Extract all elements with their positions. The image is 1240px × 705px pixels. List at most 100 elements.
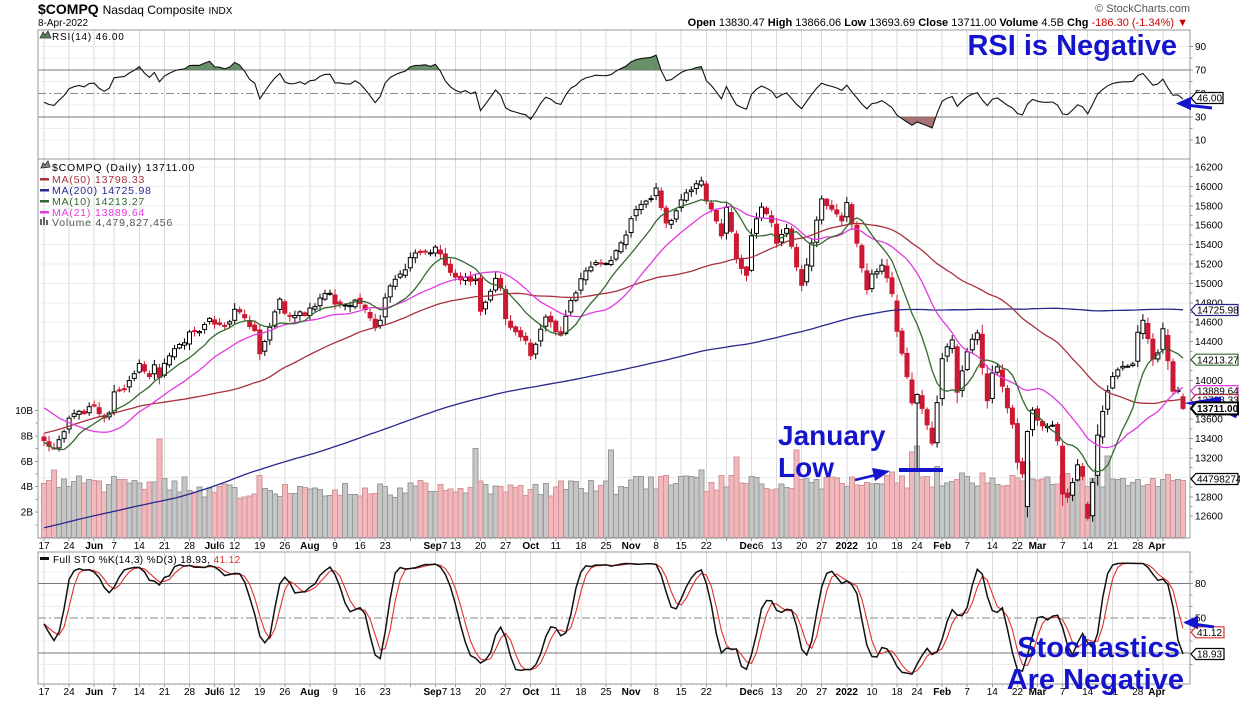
svg-text:13200: 13200 bbox=[1195, 454, 1223, 465]
svg-text:8B: 8B bbox=[21, 431, 34, 442]
svg-text:Apr: Apr bbox=[1148, 687, 1165, 698]
svg-text:RSI is Negative: RSI is Negative bbox=[967, 30, 1177, 62]
svg-text:11: 11 bbox=[551, 687, 562, 698]
svg-text:24: 24 bbox=[912, 541, 924, 552]
svg-text:13: 13 bbox=[450, 687, 462, 698]
svg-text:Volume 4,479,827,456: Volume 4,479,827,456 bbox=[52, 217, 173, 229]
svg-text:Stochastics: Stochastics bbox=[1017, 632, 1180, 664]
svg-text:22: 22 bbox=[701, 687, 713, 698]
svg-text:18: 18 bbox=[891, 687, 903, 698]
svg-text:7: 7 bbox=[964, 687, 970, 698]
svg-text:Aug: Aug bbox=[300, 687, 319, 698]
svg-text:15: 15 bbox=[676, 687, 688, 698]
svg-text:13: 13 bbox=[771, 541, 783, 552]
svg-text:Dec6: Dec6 bbox=[740, 541, 764, 552]
svg-text:Are Negative: Are Negative bbox=[1007, 664, 1184, 696]
svg-text:Nov: Nov bbox=[622, 541, 641, 552]
svg-text:17: 17 bbox=[38, 687, 50, 698]
svg-text:13400: 13400 bbox=[1195, 434, 1223, 445]
svg-text:28: 28 bbox=[184, 687, 196, 698]
svg-text:Oct: Oct bbox=[522, 687, 539, 698]
svg-text:7: 7 bbox=[1060, 687, 1066, 698]
svg-text:12800: 12800 bbox=[1195, 492, 1223, 503]
svg-text:12600: 12600 bbox=[1195, 512, 1223, 523]
svg-text:Mar: Mar bbox=[1029, 541, 1047, 552]
svg-text:Jun: Jun bbox=[85, 541, 103, 552]
svg-text:14: 14 bbox=[987, 687, 999, 698]
svg-text:12: 12 bbox=[229, 687, 241, 698]
svg-text:13600: 13600 bbox=[1195, 415, 1223, 426]
svg-text:15600: 15600 bbox=[1195, 221, 1223, 232]
svg-text:18: 18 bbox=[891, 541, 903, 552]
svg-text:MA(21) 13889.64: MA(21) 13889.64 bbox=[52, 207, 145, 219]
svg-text:Oct: Oct bbox=[522, 541, 539, 552]
svg-text:21: 21 bbox=[1107, 687, 1119, 698]
svg-text:30: 30 bbox=[1195, 112, 1207, 123]
svg-text:Nov: Nov bbox=[622, 687, 641, 698]
svg-text:15800: 15800 bbox=[1195, 201, 1223, 212]
svg-text:28: 28 bbox=[1132, 687, 1144, 698]
svg-text:8: 8 bbox=[653, 687, 659, 698]
svg-text:46.00: 46.00 bbox=[1197, 94, 1222, 105]
svg-text:25: 25 bbox=[600, 541, 612, 552]
svg-text:19: 19 bbox=[254, 687, 266, 698]
svg-text:80: 80 bbox=[1195, 579, 1207, 590]
svg-text:9: 9 bbox=[332, 541, 338, 552]
svg-text:70: 70 bbox=[1195, 65, 1207, 76]
svg-text:14: 14 bbox=[1082, 541, 1094, 552]
svg-text:7: 7 bbox=[111, 687, 117, 698]
svg-text:Aug: Aug bbox=[300, 541, 319, 552]
svg-text:15000: 15000 bbox=[1195, 279, 1223, 290]
svg-text:$COMPQ Nasdaq Composite INDX: $COMPQ Nasdaq Composite INDX bbox=[38, 1, 233, 17]
svg-text:27: 27 bbox=[500, 687, 512, 698]
svg-text:23: 23 bbox=[380, 687, 392, 698]
svg-text:Feb: Feb bbox=[933, 687, 951, 698]
svg-text:Jul6: Jul6 bbox=[205, 687, 225, 698]
svg-text:15200: 15200 bbox=[1195, 260, 1223, 271]
svg-text:21: 21 bbox=[1107, 541, 1119, 552]
svg-text:Sep7: Sep7 bbox=[423, 687, 447, 698]
svg-text:20: 20 bbox=[475, 541, 487, 552]
svg-text:20: 20 bbox=[475, 687, 487, 698]
svg-text:14: 14 bbox=[134, 541, 146, 552]
svg-text:2022: 2022 bbox=[836, 541, 859, 552]
svg-text:2022: 2022 bbox=[836, 687, 859, 698]
svg-text:24: 24 bbox=[64, 687, 76, 698]
svg-text:Jun: Jun bbox=[85, 687, 103, 698]
svg-text:$COMPQ (Daily) 13711.00: $COMPQ (Daily) 13711.00 bbox=[52, 162, 195, 174]
svg-text:10: 10 bbox=[866, 687, 878, 698]
svg-text:28: 28 bbox=[184, 541, 196, 552]
svg-text:25: 25 bbox=[600, 687, 612, 698]
svg-text:21: 21 bbox=[159, 687, 171, 698]
svg-text:10: 10 bbox=[1195, 136, 1207, 147]
svg-text:Feb: Feb bbox=[933, 541, 951, 552]
svg-text:10B: 10B bbox=[15, 406, 33, 417]
svg-text:January: January bbox=[778, 420, 886, 451]
svg-text:MA(10) 14213.27: MA(10) 14213.27 bbox=[52, 196, 145, 208]
svg-text:14800: 14800 bbox=[1195, 298, 1223, 309]
svg-text:Open 13830.47 High 13866.06 Lo: Open 13830.47 High 13866.06 Low 13693.69… bbox=[688, 17, 1188, 29]
svg-text:19: 19 bbox=[254, 541, 266, 552]
svg-text:Mar: Mar bbox=[1029, 687, 1047, 698]
svg-text:22: 22 bbox=[1012, 687, 1024, 698]
svg-text:16: 16 bbox=[355, 687, 367, 698]
svg-text:4B: 4B bbox=[21, 482, 34, 493]
svg-text:Sep7: Sep7 bbox=[423, 541, 447, 552]
svg-text:16000: 16000 bbox=[1195, 182, 1223, 193]
svg-text:13889.64: 13889.64 bbox=[1197, 387, 1239, 398]
svg-text:27: 27 bbox=[816, 687, 828, 698]
svg-text:10: 10 bbox=[866, 541, 878, 552]
svg-text:14725.98: 14725.98 bbox=[1197, 306, 1239, 317]
svg-text:8-Apr-2022: 8-Apr-2022 bbox=[38, 18, 88, 29]
svg-text:22: 22 bbox=[1012, 541, 1024, 552]
svg-text:14: 14 bbox=[134, 687, 146, 698]
svg-text:24: 24 bbox=[64, 541, 76, 552]
svg-text:Full STO %K(14,3) %D(3) 18.93,: Full STO %K(14,3) %D(3) 18.93, 41.12 bbox=[53, 555, 241, 566]
svg-text:14: 14 bbox=[987, 541, 999, 552]
svg-text:8: 8 bbox=[653, 541, 659, 552]
svg-text:20: 20 bbox=[796, 541, 808, 552]
svg-text:21: 21 bbox=[159, 541, 171, 552]
svg-text:7: 7 bbox=[1060, 541, 1066, 552]
svg-text:27: 27 bbox=[816, 541, 828, 552]
svg-text:13: 13 bbox=[450, 541, 462, 552]
